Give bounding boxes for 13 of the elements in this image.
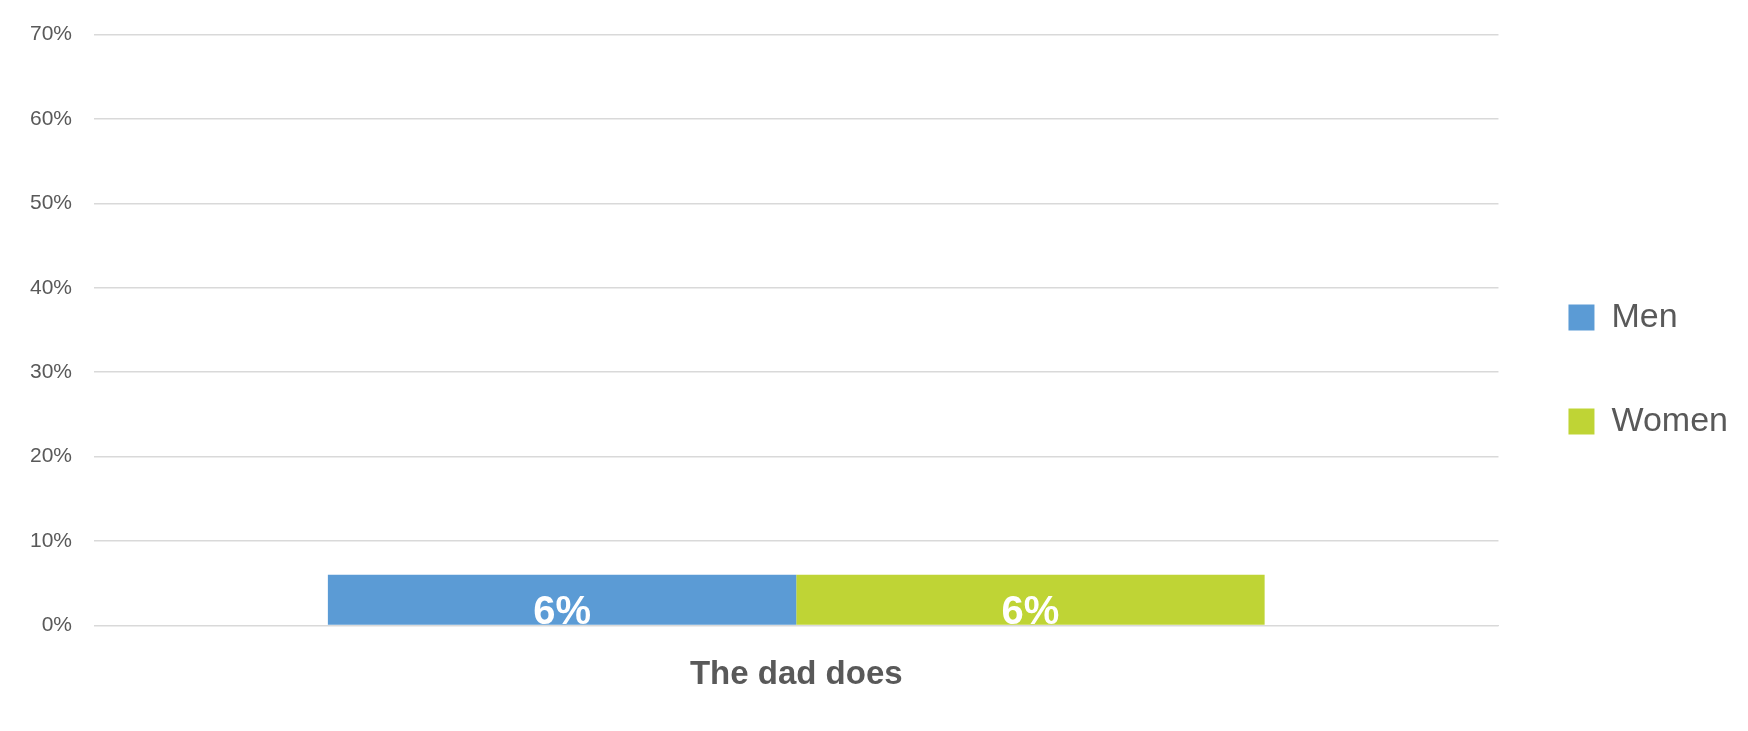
y-tick-label: 10% [30,527,73,551]
y-tick-label: 60% [30,105,73,129]
y-tick-label: 30% [30,359,73,382]
y-tick-label: 20% [30,443,73,467]
y-tick-label: 70% [30,21,73,45]
text: 6% [533,587,591,632]
legend-label: Men [1611,295,1678,334]
y-tick-label: 50% [30,190,73,214]
x-tick-label: The dad does [689,654,903,692]
y-tick-label: 40% [30,274,73,298]
legend-label: Women [1611,399,1728,438]
y-tick-label: 0% [41,612,73,636]
text: 6% [1001,587,1060,632]
